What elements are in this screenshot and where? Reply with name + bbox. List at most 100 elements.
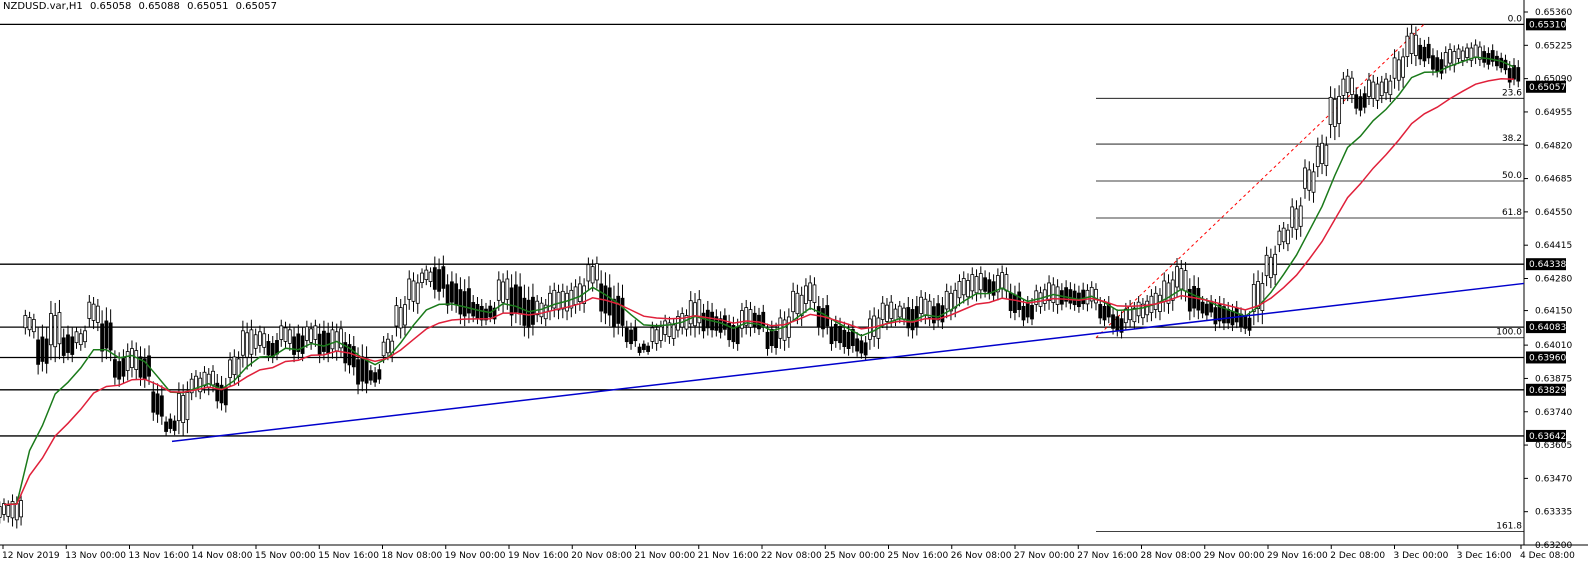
bear-candle — [475, 304, 480, 319]
bull-candle — [287, 329, 292, 344]
bull-candle — [688, 300, 693, 325]
bull-candle — [902, 307, 906, 320]
bear-candle — [1418, 44, 1423, 60]
bull-candle — [966, 280, 970, 298]
bull-candle — [198, 377, 203, 393]
price-tick-label: 0.64415 — [1535, 241, 1572, 251]
bull-candle — [74, 331, 79, 344]
bear-candle — [322, 330, 326, 352]
price-label-box — [1526, 351, 1566, 364]
bull-candle — [1320, 142, 1324, 165]
bear-candle — [914, 306, 919, 328]
bull-candle — [1392, 57, 1397, 79]
fib-level-label: 23.6 — [1502, 88, 1522, 98]
bull-candle — [428, 271, 433, 282]
bull-candle — [1277, 230, 1282, 246]
close-value: 0.65057 — [235, 1, 277, 12]
bull-candle — [19, 500, 23, 518]
bull-candle — [240, 330, 245, 356]
bull-candle — [1413, 34, 1418, 56]
bear-candle — [991, 281, 996, 296]
price-tick-label: 0.63335 — [1535, 508, 1572, 518]
time-tick-label: 20 Nov 08:00 — [571, 551, 632, 561]
bear-candle — [1064, 287, 1069, 302]
bear-candle — [1213, 307, 1218, 325]
bull-candle — [1281, 227, 1286, 243]
bull-candle — [548, 292, 552, 312]
bull-candle — [577, 283, 582, 302]
bear-candle — [1111, 314, 1115, 329]
bear-candle — [113, 359, 117, 378]
bull-candle — [283, 327, 288, 342]
bull-candle — [407, 278, 412, 300]
bull-candle — [134, 350, 139, 370]
time-tick-label: 14 Nov 08:00 — [192, 551, 253, 561]
bull-candle — [1341, 78, 1346, 96]
bull-candle — [253, 334, 258, 349]
bull-candle — [1166, 282, 1171, 304]
bear-candle — [364, 358, 369, 384]
bull-candle — [1153, 292, 1158, 310]
bull-candle — [1034, 290, 1039, 305]
price-label-box — [1526, 258, 1566, 271]
bull-candle — [1303, 167, 1307, 189]
level-price-label: 0.63960 — [1526, 351, 1566, 364]
bear-candle — [432, 267, 437, 290]
time-tick-label: 27 Nov 00:00 — [1014, 551, 1075, 561]
bull-candle — [1294, 208, 1299, 230]
bull-candle — [95, 305, 100, 323]
price-tick-label: 0.64150 — [1535, 307, 1572, 317]
bull-candle — [385, 338, 390, 354]
bear-candle — [138, 356, 143, 378]
bull-candle — [1315, 145, 1320, 167]
bear-candle — [326, 332, 331, 354]
bull-candle — [496, 279, 501, 301]
bull-candle — [309, 328, 314, 343]
bull-candle — [1286, 229, 1290, 245]
price-tick-label: 0.64820 — [1535, 141, 1572, 151]
bull-candle — [57, 312, 62, 345]
bear-candle — [518, 286, 523, 315]
current-price-label: 0.65057 — [1526, 80, 1566, 93]
bear-candle — [599, 283, 604, 312]
fib-level-label: 161.8 — [1496, 521, 1522, 531]
bear-candle — [1243, 315, 1248, 329]
bear-candle — [1512, 65, 1516, 80]
bull-candle — [1409, 32, 1414, 54]
bear-candle — [850, 328, 855, 347]
bull-candle — [1401, 56, 1405, 78]
bear-candle — [347, 344, 352, 366]
bull-candle — [304, 326, 309, 341]
fib-level-label: 61.8 — [1502, 208, 1522, 218]
price-label-box — [1526, 429, 1566, 442]
bull-candle — [565, 292, 569, 312]
bull-candle — [339, 328, 343, 349]
bull-candle — [31, 319, 36, 333]
bull-candle — [1460, 50, 1465, 61]
bear-candle — [1234, 307, 1239, 323]
bear-candle — [484, 308, 488, 321]
bear-candle — [859, 340, 864, 354]
bull-candle — [573, 286, 578, 305]
bull-candle — [1443, 52, 1448, 67]
bear-candle — [983, 277, 987, 292]
bear-candle — [492, 307, 497, 320]
bear-candle — [1422, 46, 1427, 62]
bear-candle — [1490, 50, 1495, 62]
bull-candle — [944, 290, 949, 310]
bear-candle — [1482, 51, 1487, 63]
bear-candle — [769, 328, 774, 347]
bear-candle — [1025, 303, 1030, 318]
bull-candle — [868, 318, 872, 340]
bull-candle — [176, 393, 181, 422]
bull-candle — [693, 302, 697, 327]
bull-candle — [663, 320, 668, 335]
bull-candle — [974, 276, 979, 294]
bull-candle — [1268, 256, 1273, 279]
bull-candle — [1379, 81, 1384, 97]
level-price-label: 0.63642 — [1526, 429, 1566, 442]
time-tick-label: 18 Nov 08:00 — [382, 551, 443, 561]
bear-candle — [641, 343, 646, 350]
bull-candle — [262, 333, 267, 348]
